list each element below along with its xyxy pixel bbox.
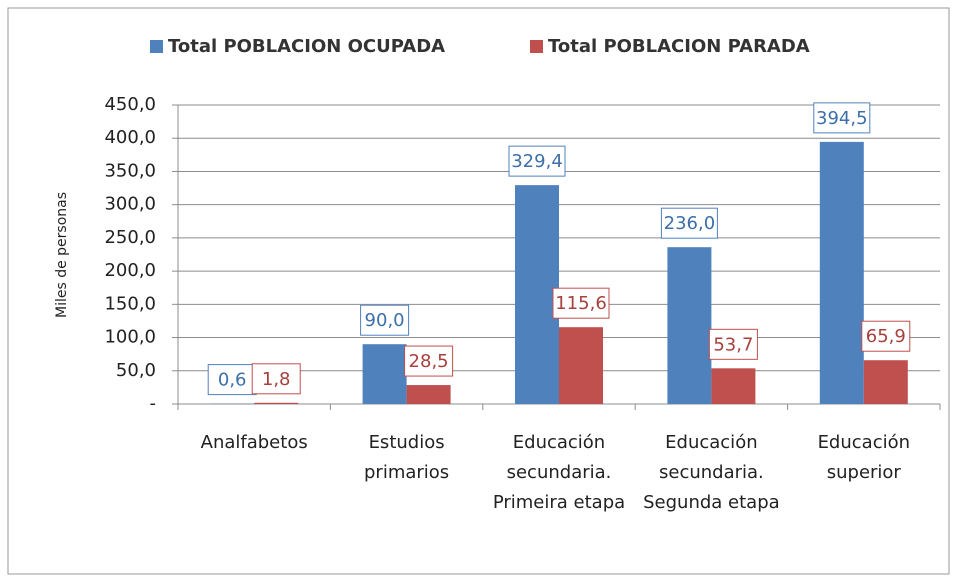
x-tick-label: Educación superior: [817, 432, 911, 483]
data-label: 0,6: [218, 370, 247, 391]
data-label-box: [404, 345, 454, 377]
data-label-box: [251, 363, 301, 395]
chart-frame: [7, 7, 950, 575]
y-tick-label: 400,0: [104, 127, 156, 148]
x-tick-label: Educación secundaria. Primeira etapa: [492, 432, 626, 513]
legend-swatch: [530, 40, 543, 53]
data-label-box: [508, 145, 566, 177]
data-label-box: [360, 304, 410, 336]
y-tick-label: 200,0: [104, 260, 156, 281]
data-label: 1,8: [262, 369, 291, 390]
bar: [819, 141, 864, 405]
data-label: 236,0: [664, 213, 716, 234]
bar: [254, 402, 299, 404]
y-tick-label: 50,0: [116, 360, 156, 381]
y-tick-label: -: [150, 393, 157, 414]
data-label: 65,9: [866, 326, 906, 347]
x-tick-label: Estudios primarios: [364, 432, 450, 483]
data-label-box: [813, 102, 871, 134]
bar: [667, 247, 712, 404]
data-label: 394,5: [816, 108, 868, 129]
data-label: 329,4: [511, 151, 563, 172]
y-tick-label: 100,0: [104, 327, 156, 348]
bar: [863, 360, 908, 404]
legend-label: Total POBLACION PARADA: [548, 36, 810, 57]
y-tick-label: 350,0: [104, 160, 156, 181]
data-label-box: [708, 328, 758, 360]
data-label-box: [861, 320, 911, 352]
bar: [362, 344, 407, 404]
y-tick-label: 300,0: [104, 194, 156, 215]
data-label: 28,5: [409, 351, 449, 372]
bar: [515, 185, 559, 404]
y-tick-label: 250,0: [104, 227, 156, 248]
legend-label: Total POBLACION OCUPADA: [168, 36, 445, 57]
y-axis-label: Miles de personas: [54, 192, 70, 318]
data-label-box: [552, 287, 610, 319]
data-label: 53,7: [713, 334, 753, 355]
x-tick-label: Analfabetos: [200, 432, 308, 453]
y-tick-label: 450,0: [104, 94, 156, 115]
x-tick-label: Educación secundaria. Segunda etapa: [643, 432, 780, 513]
legend-swatch: [150, 40, 163, 53]
data-label: 90,0: [365, 310, 405, 331]
data-label-box: [660, 207, 718, 239]
bar: [559, 327, 603, 404]
bar: [406, 385, 451, 404]
data-label: 115,6: [555, 293, 607, 314]
bar: [711, 368, 756, 404]
y-tick-label: 150,0: [104, 293, 156, 314]
